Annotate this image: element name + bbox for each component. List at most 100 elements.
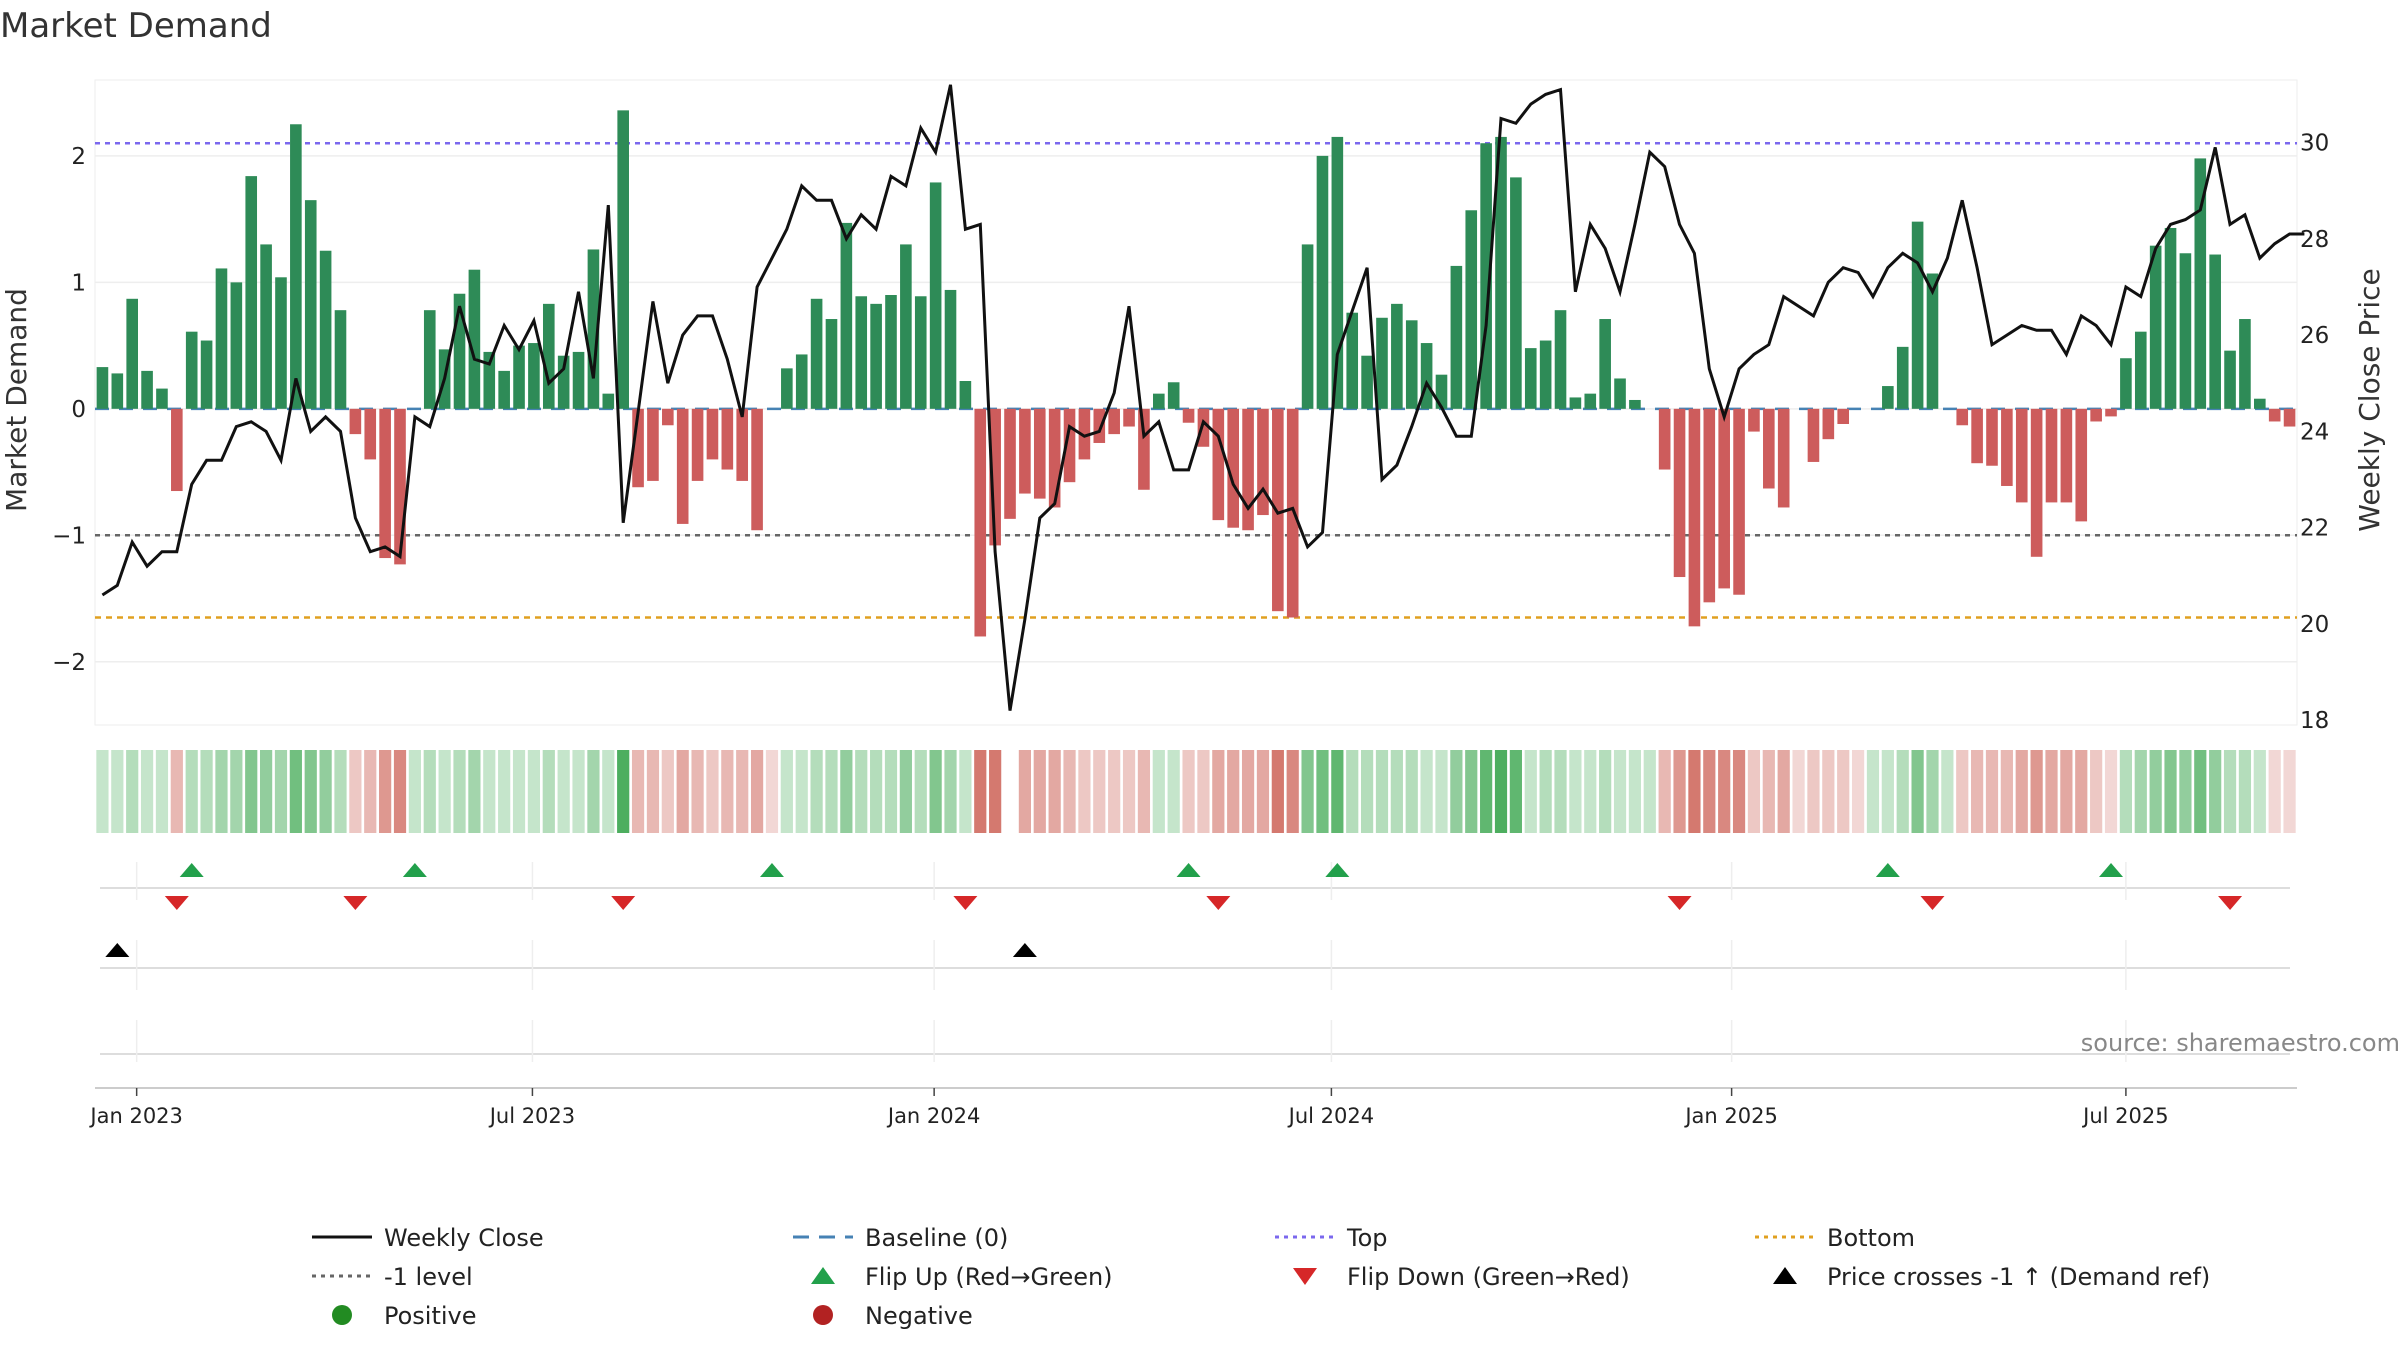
right-tick-label: 18 — [2300, 708, 2329, 734]
strip-cell — [200, 750, 213, 833]
legend-label: Flip Down (Green→Red) — [1347, 1263, 1630, 1291]
negative-bar — [1673, 408, 1686, 578]
strip-cell — [1971, 750, 1984, 833]
strip-cell — [1435, 750, 1448, 833]
strip-cell — [1450, 750, 1463, 833]
positive-bar — [1316, 155, 1329, 409]
strip-cell — [364, 750, 377, 833]
negative-bar — [1182, 408, 1195, 423]
right-tick-label: 28 — [2300, 227, 2329, 253]
left-axis-ticks: 2 1 0 −1 −2 — [52, 144, 86, 676]
legend-swatch — [811, 1267, 835, 1284]
positive-bar — [617, 110, 629, 409]
positive-bar — [304, 200, 317, 409]
positive-bar — [2120, 358, 2132, 409]
x-tick-label: Jan 2023 — [88, 1104, 183, 1128]
strip-cell — [111, 750, 124, 833]
flip-down-marker — [611, 896, 636, 910]
negative-bar — [1286, 408, 1299, 618]
strip-cell — [1093, 750, 1106, 833]
strip-cell — [721, 750, 734, 833]
strip-cell — [587, 750, 600, 833]
negative-bar — [647, 408, 659, 481]
negative-bar — [2075, 408, 2088, 522]
strip-cell — [736, 750, 749, 833]
strip-cell — [825, 750, 838, 833]
strip-cell — [765, 750, 779, 833]
positive-bar — [453, 293, 466, 409]
positive-bar — [1167, 382, 1180, 409]
left-tick-label: −2 — [52, 650, 86, 676]
positive-bar — [810, 298, 823, 409]
strip-cell — [1688, 750, 1701, 833]
positive-bar — [825, 319, 838, 409]
strip-cell — [1063, 750, 1076, 833]
negative-bar — [1807, 408, 1820, 462]
strip-cell — [1405, 750, 1418, 833]
strip-cell — [1599, 750, 1612, 833]
strip-cell — [1271, 750, 1284, 833]
strip-cell — [1613, 750, 1627, 833]
right-tick-label: 24 — [2300, 419, 2329, 445]
positive-bar — [2254, 398, 2266, 409]
x-axis: Jan 2023 Jul 2023 Jan 2024 Jul 2024 Jan 2025… — [88, 1087, 2297, 1128]
positive-bar — [1911, 221, 1924, 409]
strip-cell — [1331, 750, 1344, 833]
positive-bar — [1391, 303, 1403, 409]
positive-bar — [423, 310, 436, 409]
positive-bar — [1435, 374, 1448, 409]
strip-cell — [319, 750, 332, 833]
strip-cell — [1494, 750, 1508, 833]
strip-cell — [1628, 750, 1642, 833]
strip-cell — [2104, 750, 2118, 833]
strip-cell — [1390, 750, 1403, 833]
strip-cell — [1881, 750, 1894, 833]
strip-cell — [527, 750, 541, 833]
strip-cell — [1569, 750, 1582, 833]
strip-cell — [140, 750, 154, 833]
strip-cell — [750, 750, 764, 833]
strip-cell — [1465, 750, 1478, 833]
strip-cell — [483, 750, 496, 833]
legend-swatch — [813, 1305, 833, 1325]
positive-bar — [1599, 319, 1611, 409]
positive-bar — [542, 303, 555, 409]
flip-up-marker — [1875, 863, 1900, 877]
negative-bar — [1197, 408, 1210, 447]
negative-bar — [1123, 408, 1135, 427]
strip-cell — [2179, 750, 2192, 833]
positive-bar — [141, 370, 153, 409]
strip-cell — [1301, 750, 1314, 833]
strip-cell — [706, 750, 719, 833]
strip-cell — [1792, 750, 1805, 833]
positive-bar — [1450, 265, 1463, 409]
legend-label: Price crosses -1 ↑ (Demand ref) — [1827, 1263, 2210, 1291]
flip-up-marker — [759, 863, 784, 877]
flip-up-marker — [402, 863, 427, 877]
right-axis-label: Weekly Close Price — [2353, 268, 2386, 531]
strip-cell — [334, 750, 347, 833]
strip-cell — [1361, 750, 1374, 833]
left-tick-label: 0 — [71, 397, 86, 423]
strip-cell — [408, 750, 421, 833]
positive-bar — [1614, 378, 1626, 409]
negative-bar — [394, 408, 406, 565]
strip-cell — [676, 750, 689, 833]
strip-cell — [989, 750, 1002, 833]
negative-bar — [1763, 408, 1775, 489]
flip-up-marker — [179, 863, 204, 877]
negative-bar — [691, 408, 704, 481]
strip-cell — [661, 750, 674, 833]
strip-cell — [855, 750, 868, 833]
positive-bar — [944, 289, 957, 409]
positive-bar — [2194, 158, 2207, 409]
strip-cell — [274, 750, 288, 833]
strip-cell — [215, 750, 228, 833]
positive-bar — [1524, 348, 1537, 409]
negative-bar — [1004, 408, 1016, 519]
positive-bar — [885, 295, 897, 409]
strip-cell — [2090, 750, 2103, 833]
legend-item: Positive — [332, 1302, 477, 1330]
left-axis-label: Market Demand — [0, 288, 33, 512]
